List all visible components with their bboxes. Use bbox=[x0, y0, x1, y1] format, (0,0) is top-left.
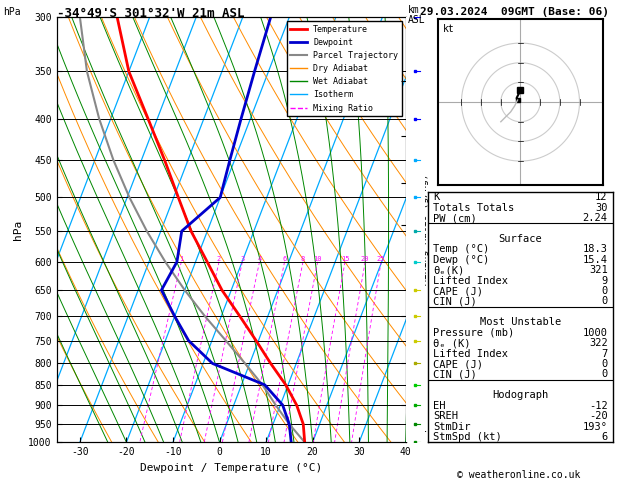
Text: -20: -20 bbox=[589, 411, 608, 421]
Text: 2.24: 2.24 bbox=[582, 213, 608, 223]
Text: 0: 0 bbox=[601, 296, 608, 307]
Text: 2: 2 bbox=[217, 256, 221, 262]
Text: 193°: 193° bbox=[582, 422, 608, 432]
Text: 15: 15 bbox=[341, 256, 349, 262]
Text: 15.4: 15.4 bbox=[582, 255, 608, 265]
Text: 0: 0 bbox=[601, 359, 608, 369]
Text: km: km bbox=[408, 5, 420, 15]
Text: © weatheronline.co.uk: © weatheronline.co.uk bbox=[457, 470, 581, 480]
Text: Dewp (°C): Dewp (°C) bbox=[433, 255, 489, 265]
Text: CAPE (J): CAPE (J) bbox=[433, 359, 483, 369]
Text: 6: 6 bbox=[282, 256, 287, 262]
Text: SREH: SREH bbox=[433, 411, 459, 421]
Text: 6: 6 bbox=[601, 432, 608, 442]
Text: 30: 30 bbox=[595, 203, 608, 212]
Text: 12: 12 bbox=[595, 192, 608, 202]
Text: 0: 0 bbox=[601, 369, 608, 380]
Text: -12: -12 bbox=[589, 401, 608, 411]
Text: 25: 25 bbox=[377, 256, 386, 262]
Text: Pressure (mb): Pressure (mb) bbox=[433, 328, 515, 338]
Text: kt: kt bbox=[443, 24, 455, 35]
Text: K: K bbox=[433, 192, 440, 202]
Text: PW (cm): PW (cm) bbox=[433, 213, 477, 223]
Text: EH: EH bbox=[433, 401, 446, 411]
Text: ASL: ASL bbox=[408, 15, 425, 25]
Text: -34°49'S 301°32'W 21m ASL: -34°49'S 301°32'W 21m ASL bbox=[57, 7, 244, 20]
Text: 10: 10 bbox=[313, 256, 322, 262]
Text: 8: 8 bbox=[301, 256, 305, 262]
Text: Lifted Index: Lifted Index bbox=[433, 348, 508, 359]
Text: θₑ (K): θₑ (K) bbox=[433, 338, 470, 348]
Text: 9: 9 bbox=[601, 276, 608, 286]
Text: Most Unstable: Most Unstable bbox=[480, 317, 561, 328]
Text: 3: 3 bbox=[240, 256, 245, 262]
Text: StmDir: StmDir bbox=[433, 422, 470, 432]
Text: Temp (°C): Temp (°C) bbox=[433, 244, 489, 254]
Text: 322: 322 bbox=[589, 338, 608, 348]
Text: θₑ(K): θₑ(K) bbox=[433, 265, 465, 275]
Text: CIN (J): CIN (J) bbox=[433, 369, 477, 380]
Legend: Temperature, Dewpoint, Parcel Trajectory, Dry Adiabat, Wet Adiabat, Isotherm, Mi: Temperature, Dewpoint, Parcel Trajectory… bbox=[287, 21, 401, 116]
Y-axis label: Mixing Ratio (g/kg): Mixing Ratio (g/kg) bbox=[419, 174, 429, 285]
Text: 29.03.2024  09GMT (Base: 06): 29.03.2024 09GMT (Base: 06) bbox=[420, 7, 609, 17]
Text: 20: 20 bbox=[361, 256, 369, 262]
Text: Totals Totals: Totals Totals bbox=[433, 203, 515, 212]
X-axis label: Dewpoint / Temperature (°C): Dewpoint / Temperature (°C) bbox=[140, 463, 322, 473]
Y-axis label: hPa: hPa bbox=[13, 220, 23, 240]
Text: 1: 1 bbox=[179, 256, 184, 262]
Text: 0: 0 bbox=[601, 286, 608, 296]
Text: 7: 7 bbox=[601, 348, 608, 359]
Text: 321: 321 bbox=[589, 265, 608, 275]
Text: 4: 4 bbox=[257, 256, 262, 262]
Text: Hodograph: Hodograph bbox=[493, 390, 548, 400]
Text: LCL: LCL bbox=[409, 424, 427, 434]
Text: StmSpd (kt): StmSpd (kt) bbox=[433, 432, 502, 442]
Text: CIN (J): CIN (J) bbox=[433, 296, 477, 307]
Text: hPa: hPa bbox=[3, 7, 21, 17]
Text: 18.3: 18.3 bbox=[582, 244, 608, 254]
Text: Surface: Surface bbox=[499, 234, 542, 244]
Text: CAPE (J): CAPE (J) bbox=[433, 286, 483, 296]
Text: 1000: 1000 bbox=[582, 328, 608, 338]
Text: Lifted Index: Lifted Index bbox=[433, 276, 508, 286]
